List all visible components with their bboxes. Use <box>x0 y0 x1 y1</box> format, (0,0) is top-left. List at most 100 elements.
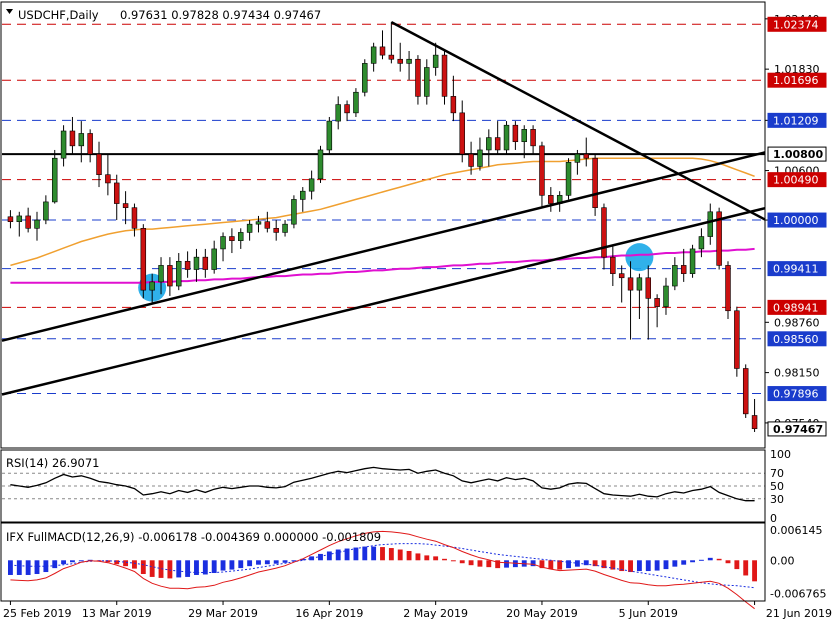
macd-histogram-bar <box>211 560 217 574</box>
macd-histogram-bar <box>743 560 749 576</box>
macd-histogram-bar <box>681 560 687 565</box>
macd-tick-label: -0.006765 <box>770 587 826 600</box>
price-level-label: 1.01209 <box>773 114 819 127</box>
macd-tick-label: 0.00 <box>770 554 795 567</box>
bull-candle <box>406 58 412 64</box>
macd-histogram-bar <box>158 560 164 578</box>
bear-candle <box>96 153 102 175</box>
price-level-label: 1.01696 <box>773 74 819 87</box>
bull-candle <box>689 248 696 274</box>
macd-pane: 0.006145 0.00 -0.006765 <box>7 524 826 610</box>
price-level-label: 1.00800 <box>773 148 823 161</box>
bull-candle <box>574 153 581 163</box>
macd-histogram-bar <box>663 560 669 570</box>
bull-candle <box>60 130 67 159</box>
macd-histogram-bar <box>247 560 253 567</box>
bear-candle <box>725 265 731 312</box>
bear-candle <box>450 96 457 114</box>
bull-candle <box>158 265 164 283</box>
macd-histogram-bar <box>371 546 377 561</box>
macd-histogram-bar <box>672 560 678 567</box>
bear-candle <box>229 236 235 241</box>
price-level-box <box>767 212 827 228</box>
bull-candle <box>193 256 200 270</box>
bull-candle <box>282 223 288 233</box>
macd-histogram-bar <box>123 560 129 567</box>
bear-candle <box>167 265 173 287</box>
macd-histogram-bar <box>557 560 563 570</box>
bear-candle <box>530 129 536 147</box>
bull-candle <box>477 149 483 167</box>
macd-histogram-bar <box>477 560 483 567</box>
macd-histogram-bar <box>734 560 740 570</box>
macd-histogram-bar <box>495 560 501 569</box>
bull-candle <box>51 157 58 203</box>
macd-histogram-bar <box>601 560 607 569</box>
macd-histogram-bar <box>654 560 660 571</box>
macd-histogram-bar <box>610 560 616 570</box>
bull-candle <box>308 178 315 192</box>
pane-border <box>0 522 766 602</box>
macd-histogram-bar <box>415 553 421 561</box>
macd-histogram-bar <box>238 560 244 569</box>
rsi-tick-label: 70 <box>770 467 784 480</box>
pane-frames <box>0 1 766 602</box>
bear-candle <box>627 277 634 291</box>
macd-histogram-bar <box>25 560 31 575</box>
bear-candle <box>379 46 386 56</box>
macd-histogram-bar <box>380 547 385 561</box>
macd-histogram-bar <box>406 550 412 561</box>
macd-histogram-bar <box>344 548 350 561</box>
macd-histogram-bar <box>273 560 279 564</box>
bull-candle <box>707 211 714 237</box>
bear-candle <box>122 203 129 208</box>
price-level-box <box>767 386 827 402</box>
symbol-dropdown-icon[interactable] <box>6 9 13 14</box>
bull-candle <box>672 265 678 287</box>
time-tick-label: 20 May 2019 <box>506 607 578 620</box>
macd-histogram-bar <box>707 557 713 561</box>
bull-candle <box>370 46 377 64</box>
bull-candle <box>246 223 253 233</box>
bear-candle <box>742 368 749 415</box>
macd-histogram-bar <box>52 560 58 569</box>
time-tick-label: 16 Apr 2019 <box>295 607 363 620</box>
price-level-label: 0.99411 <box>773 263 819 276</box>
time-tick-label: 5 Jun 2019 <box>619 607 678 620</box>
ma200-line <box>10 247 755 284</box>
macd-histogram-bar <box>194 560 199 575</box>
price-level-label: 0.98941 <box>773 301 819 314</box>
pane-border <box>0 449 766 523</box>
price-tick-label: 0.98150 <box>774 367 820 380</box>
symbol-label[interactable]: USDCHF,Daily <box>18 8 99 22</box>
macd-histogram-bar <box>698 559 704 561</box>
bear-candle <box>494 137 501 151</box>
rsi-tick-label: 0 <box>770 512 777 525</box>
macd-histogram-bar <box>512 560 518 568</box>
macd-histogram-bar <box>140 560 146 574</box>
bear-candle <box>734 310 740 369</box>
bear-candle <box>140 227 147 291</box>
macd-histogram-bar <box>592 560 598 567</box>
bear-candle <box>202 256 209 270</box>
macd-histogram-bar <box>78 560 84 562</box>
macd-histogram-bar <box>43 560 49 573</box>
bull-candle <box>300 190 306 200</box>
macd-histogram-bar <box>433 556 439 561</box>
bull-candle <box>335 104 341 122</box>
trendline <box>1 151 766 342</box>
macd-histogram-bar <box>725 560 731 564</box>
bear-candle <box>264 221 271 229</box>
bull-candle <box>149 281 155 291</box>
bull-candle <box>362 63 368 93</box>
rsi-tick-label: 100 <box>770 448 791 461</box>
macd-histogram-bar <box>132 560 137 569</box>
bear-candle <box>113 182 120 204</box>
rsi-tick-label: 50 <box>770 480 784 493</box>
price-level-box <box>767 299 827 315</box>
bull-candle <box>486 137 492 151</box>
bear-candle <box>610 256 616 274</box>
macd-histogram-bar <box>149 560 155 577</box>
price-level-label: 1.02374 <box>773 18 819 31</box>
